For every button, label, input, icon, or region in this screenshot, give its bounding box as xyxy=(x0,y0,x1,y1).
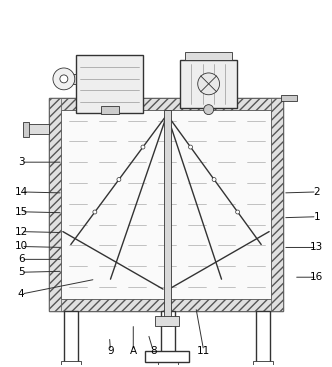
Circle shape xyxy=(60,75,68,83)
Bar xyxy=(64,311,78,363)
Bar xyxy=(72,74,76,84)
Circle shape xyxy=(212,178,216,182)
Circle shape xyxy=(198,73,219,95)
Bar xyxy=(158,361,178,367)
Bar xyxy=(49,299,283,311)
Text: 4: 4 xyxy=(18,289,25,299)
Circle shape xyxy=(53,68,75,90)
Circle shape xyxy=(117,178,121,182)
Bar xyxy=(145,350,189,363)
Text: 13: 13 xyxy=(310,243,323,252)
Text: 8: 8 xyxy=(150,346,156,356)
Text: 16: 16 xyxy=(310,272,323,282)
Text: 15: 15 xyxy=(15,207,28,217)
Bar xyxy=(61,110,271,299)
Text: 3: 3 xyxy=(18,157,25,167)
Text: 2: 2 xyxy=(313,187,320,197)
Bar xyxy=(206,107,211,110)
Bar xyxy=(49,98,61,311)
Bar xyxy=(185,52,232,60)
Bar xyxy=(164,110,171,326)
Bar xyxy=(27,124,49,134)
Text: A: A xyxy=(130,346,137,356)
Bar xyxy=(76,55,143,113)
Circle shape xyxy=(236,210,240,214)
Bar xyxy=(256,311,270,363)
Bar xyxy=(180,60,237,108)
Text: 9: 9 xyxy=(107,346,114,356)
Text: 10: 10 xyxy=(15,241,28,251)
Bar xyxy=(49,98,283,311)
Bar xyxy=(101,106,120,114)
Bar xyxy=(271,98,283,311)
Bar xyxy=(61,361,81,367)
Circle shape xyxy=(93,210,97,214)
Text: 6: 6 xyxy=(18,254,25,264)
Text: 11: 11 xyxy=(197,346,210,356)
Text: 5: 5 xyxy=(18,267,25,277)
Circle shape xyxy=(204,105,213,115)
Bar xyxy=(49,98,283,110)
Circle shape xyxy=(189,145,193,149)
Bar xyxy=(281,95,297,101)
Text: 1: 1 xyxy=(313,212,320,222)
Bar xyxy=(107,110,114,113)
Bar xyxy=(253,361,273,367)
Text: 12: 12 xyxy=(15,226,28,237)
Bar xyxy=(161,311,175,363)
Bar xyxy=(23,121,29,137)
Text: 14: 14 xyxy=(15,187,28,197)
Circle shape xyxy=(141,145,145,149)
Bar xyxy=(155,316,179,326)
